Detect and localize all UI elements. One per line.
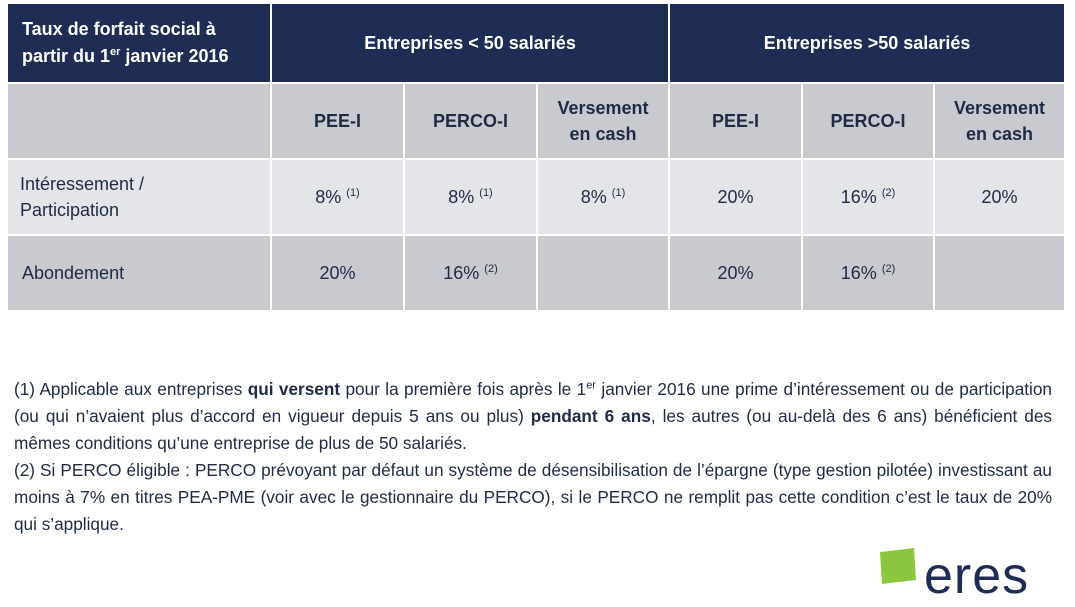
cell-abondement-pee-large: 20% [670, 236, 804, 312]
cell-interessement-pee-small: 8% (1) [272, 160, 405, 236]
table-row-abondement: Abondement 20% 16% (2) 20% 16% (2) [8, 236, 1067, 312]
row-label-line2: Participation [20, 200, 120, 220]
rate-value: 16% [443, 262, 480, 283]
table-subheader-row: PEE-I PERCO-I Versement en cash PEE-I PER… [8, 84, 1067, 160]
row-label-abondement: Abondement [8, 236, 272, 312]
subheader-perco-large: PERCO-I [803, 84, 936, 160]
group-header-large-companies: Entreprises >50 salariés [670, 4, 1067, 84]
table-title-cell: Taux de forfait social à partir du 1er j… [8, 4, 272, 84]
table-title-line2: partir du 1er janvier 2016 [22, 46, 229, 66]
footnote-ref: (1) [346, 186, 360, 199]
rate-value: 20% [319, 262, 356, 283]
cell-interessement-perco-large: 16% (2) [803, 160, 936, 236]
footnote-1-text-c: janvier 2016 une prime d’intéressement o… [14, 379, 1052, 426]
rate-value: 20% [981, 186, 1018, 207]
logo-green-square [880, 548, 916, 584]
footnote-1-bold-b: pendant 6 ans [530, 406, 651, 426]
footnotes-block: (1) Applicable aux entreprises qui verse… [14, 376, 1052, 538]
footnote-ref: (1) [479, 186, 493, 199]
cell-interessement-perco-small: 8% (1) [405, 160, 538, 236]
footnote-1-ordinal: er [586, 379, 596, 392]
subheader-cash-large-line2: en cash [966, 124, 1034, 144]
group-header-small-companies: Entreprises < 50 salariés [272, 4, 671, 84]
rate-value: 8% [448, 186, 475, 207]
cell-abondement-pee-small: 20% [272, 236, 405, 312]
table-title-line2-suffix: janvier 2016 [120, 46, 229, 66]
subheader-empty-cell [8, 84, 272, 160]
row-label-interessement: Intéressement / Participation [8, 160, 272, 236]
footnote-1-text-a: (1) Applicable aux entreprises [14, 379, 248, 399]
eres-logo-graphic: eres [880, 548, 1029, 600]
footnote-1-text-b: pour la première fois après le 1 [340, 379, 587, 399]
footnote-1-text-d: , les autres (ou au-delà des 6 ans) béné… [14, 406, 1053, 453]
subheader-cash-large: Versement en cash [935, 84, 1067, 160]
table-title-ordinal: er [110, 46, 121, 58]
logo-wordmark: eres [924, 548, 1029, 600]
rate-value: 20% [717, 262, 754, 283]
rate-value: 20% [717, 186, 754, 207]
row-label-line1: Intéressement / [20, 174, 145, 194]
subheader-pee-small: PEE-I [272, 84, 405, 160]
table-row-interessement: Intéressement / Participation 8% (1) 8% (… [8, 160, 1067, 236]
subheader-perco-small: PERCO-I [405, 84, 538, 160]
eres-logo: eres [878, 548, 1054, 600]
cell-abondement-cash-large [935, 236, 1067, 312]
cell-interessement-cash-large: 20% [935, 160, 1067, 236]
table-header-row: Taux de forfait social à partir du 1er j… [8, 4, 1067, 84]
footnote-1-bold-a: qui versent [247, 379, 341, 399]
rate-value: 8% [580, 186, 607, 207]
cell-interessement-pee-large: 20% [670, 160, 804, 236]
cell-abondement-perco-large: 16% (2) [803, 236, 936, 312]
rate-value: 8% [315, 186, 342, 207]
table-title-line2-prefix: partir du 1 [22, 46, 111, 66]
rate-value: 16% [840, 186, 877, 207]
footnote-ref: (1) [611, 186, 626, 199]
forfait-social-rate-table: Taux de forfait social à partir du 1er j… [8, 4, 1067, 312]
footnote-ref: (2) [881, 262, 896, 275]
rate-value: 16% [840, 262, 877, 283]
subheader-cash-large-line1: Versement [954, 98, 1046, 118]
subheader-cash-small-line1: Versement [557, 98, 649, 118]
cell-abondement-cash-small [538, 236, 671, 312]
cell-interessement-cash-small: 8% (1) [538, 160, 671, 236]
footnote-1: (1) Applicable aux entreprises qui verse… [14, 376, 1052, 457]
subheader-cash-small-line2: en cash [569, 124, 637, 144]
footnote-ref: (2) [484, 262, 498, 275]
footnote-2: (2) Si PERCO éligible : PERCO prévoyant … [14, 460, 1052, 534]
table-title-line1: Taux de forfait social à [22, 19, 216, 39]
footnote-ref: (2) [881, 186, 896, 199]
subheader-cash-small: Versement en cash [538, 84, 671, 160]
cell-abondement-perco-small: 16% (2) [405, 236, 538, 312]
subheader-pee-large: PEE-I [670, 84, 804, 160]
